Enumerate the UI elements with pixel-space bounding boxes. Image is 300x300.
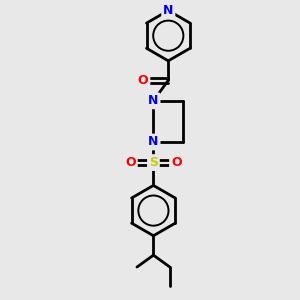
Text: O: O bbox=[138, 74, 148, 87]
Text: O: O bbox=[171, 156, 181, 169]
Text: N: N bbox=[163, 4, 173, 17]
Text: N: N bbox=[148, 136, 159, 148]
Text: S: S bbox=[149, 156, 158, 169]
Text: N: N bbox=[148, 94, 159, 107]
Text: O: O bbox=[125, 156, 136, 169]
